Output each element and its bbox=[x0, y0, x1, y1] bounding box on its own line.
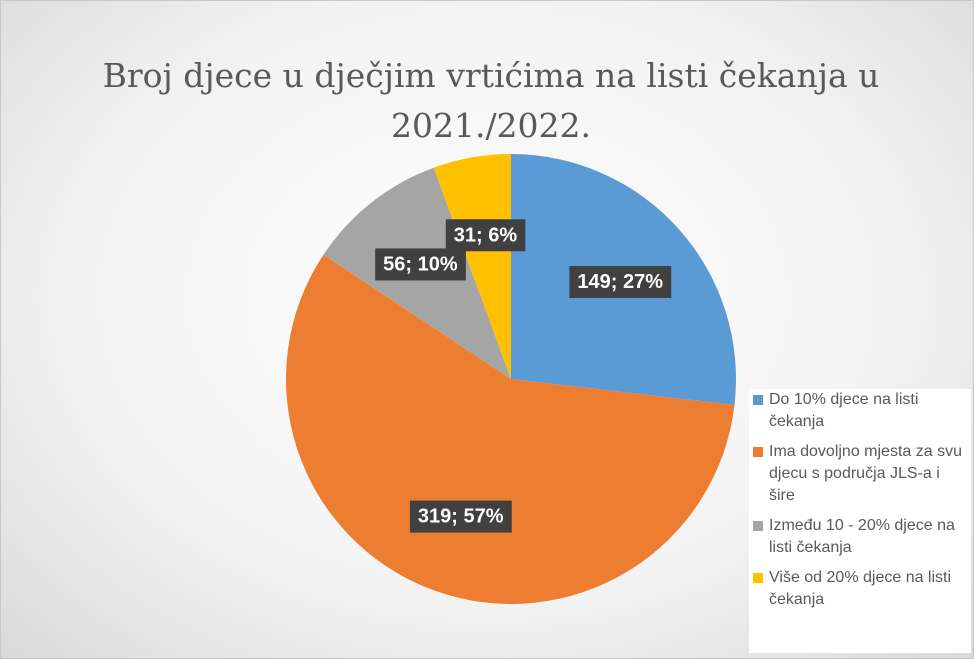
data-label-box bbox=[569, 266, 672, 299]
legend-swatch bbox=[753, 521, 763, 531]
legend-item: Ima dovoljno mjesta za svu djecu s podru… bbox=[749, 441, 969, 507]
legend: Do 10% djece na listi čekanja Ima dovoljn… bbox=[749, 389, 971, 653]
pie-slice bbox=[285, 254, 735, 604]
legend-item: Između 10 - 20% djece na listi čekanja bbox=[749, 515, 969, 559]
legend-swatch bbox=[753, 447, 763, 457]
data-label: 56; 10% bbox=[383, 253, 458, 275]
data-label-box bbox=[375, 248, 466, 281]
legend-swatch bbox=[753, 395, 763, 405]
data-label: 31; 6% bbox=[454, 224, 518, 246]
legend-swatch bbox=[753, 573, 763, 583]
chart-title: Broj djece u dječjim vrtićima na listi č… bbox=[102, 56, 880, 145]
legend-item: Više od 20% djece na listi čekanja bbox=[749, 567, 969, 611]
data-label-box bbox=[409, 500, 512, 533]
legend-label: Ima dovoljno mjesta za svu djecu s podru… bbox=[769, 443, 962, 504]
legend-item: Do 10% djece na listi čekanja bbox=[749, 389, 969, 433]
pie-slice bbox=[433, 154, 511, 379]
legend-label: Više od 20% djece na listi čekanja bbox=[769, 569, 952, 608]
data-label: 149; 27% bbox=[577, 271, 663, 293]
data-label-box bbox=[445, 219, 526, 252]
data-label: 319; 57% bbox=[418, 506, 504, 528]
legend-label: Između 10 - 20% djece na listi čekanja bbox=[769, 517, 955, 556]
legend-label: Do 10% djece na listi čekanja bbox=[769, 391, 919, 430]
